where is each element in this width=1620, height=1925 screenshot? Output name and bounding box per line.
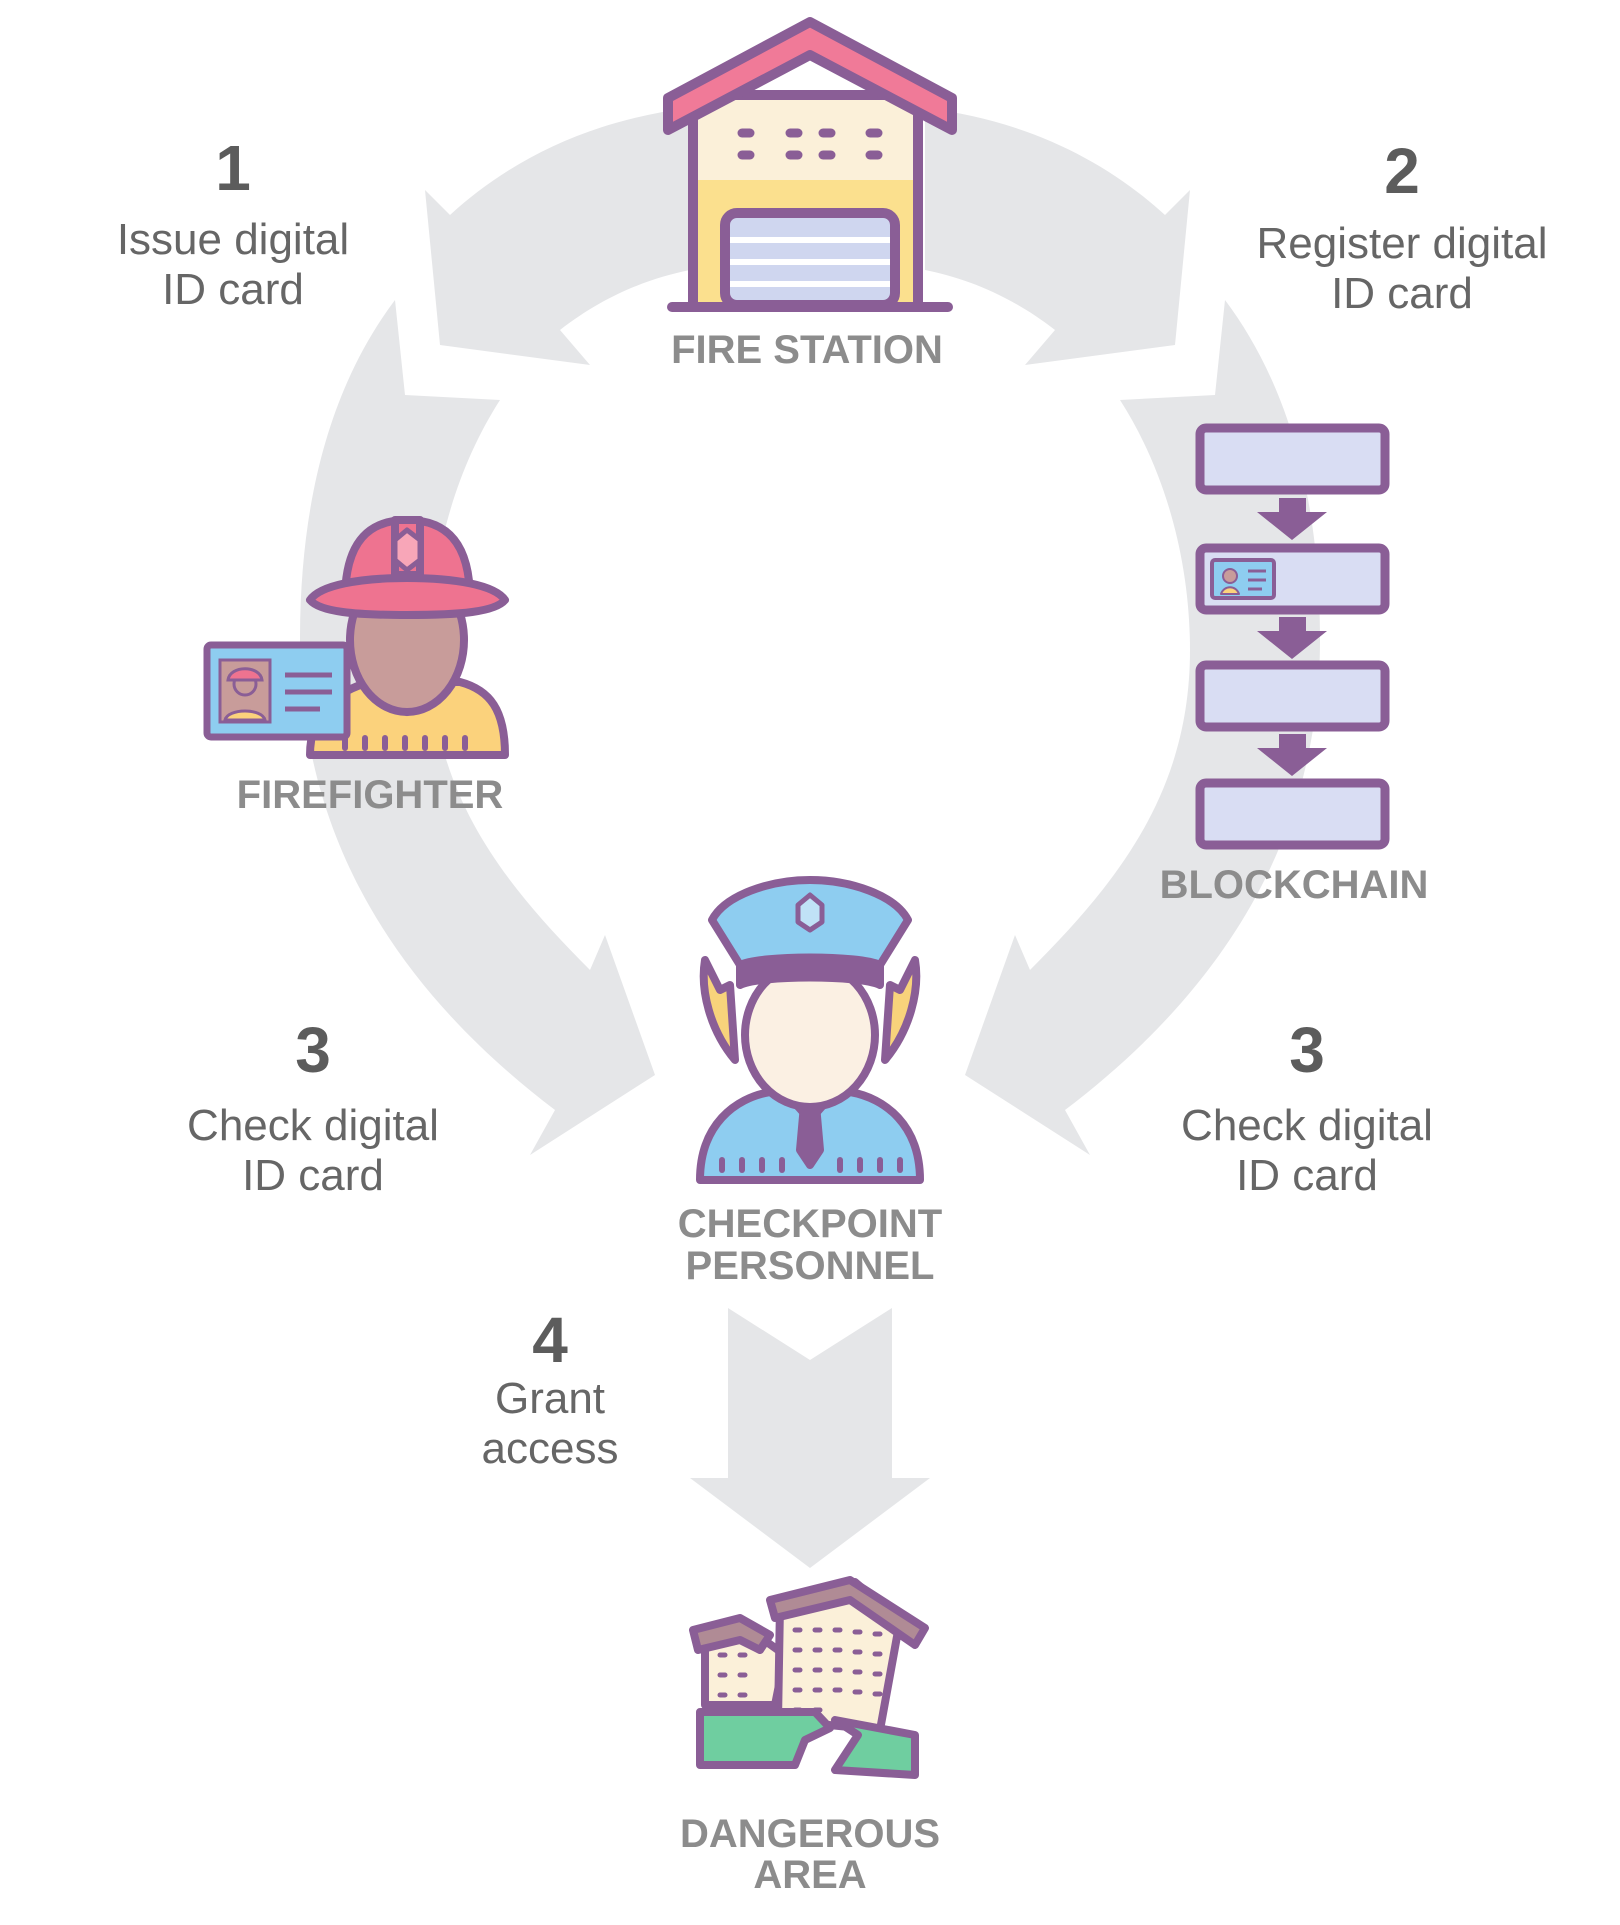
- step-3-right: 3 Check digital ID card: [1181, 1014, 1433, 1200]
- fire-station-icon: [663, 17, 957, 312]
- step-3-right-number: 3: [1289, 1014, 1325, 1086]
- step-4: 4 Grant access: [482, 1304, 619, 1473]
- fire-station-label: FIRE STATION: [671, 328, 943, 372]
- checkpoint-label-line1: CHECKPOINT: [678, 1202, 942, 1246]
- arrow-check-right: [965, 300, 1320, 1155]
- step-3-right-text-line1: Check digital: [1181, 1101, 1433, 1150]
- checkpoint-label-line2: PERSONNEL: [686, 1244, 935, 1288]
- step-3-left-number: 3: [295, 1014, 331, 1086]
- step-2-number: 2: [1384, 135, 1420, 207]
- step-3-left-text-line1: Check digital: [187, 1101, 439, 1150]
- arrow-check-left: [300, 300, 655, 1155]
- id-card-icon: [203, 641, 351, 741]
- step-2-text-line1: Register digital: [1256, 219, 1547, 268]
- step-4-text-line2: access: [482, 1424, 619, 1473]
- firefighter-label: FIREFIGHTER: [237, 773, 504, 817]
- step-1-text-line1: Issue digital: [117, 215, 349, 264]
- step-2: 2 Register digital ID card: [1256, 135, 1547, 318]
- step-4-text-line1: Grant: [495, 1374, 605, 1423]
- step-2-text-line2: ID card: [1331, 269, 1473, 318]
- dangerous-area-label-line1: DANGEROUS: [680, 1812, 940, 1856]
- step-1: 1 Issue digital ID card: [117, 132, 349, 314]
- collapsed-buildings-icon: [689, 1576, 929, 1779]
- step-3-left: 3 Check digital ID card: [187, 1014, 439, 1200]
- step-1-text-line2: ID card: [162, 265, 304, 314]
- blockchain-label: BLOCKCHAIN: [1160, 863, 1429, 907]
- arrow-issue: [425, 108, 690, 365]
- blockchain-icon: [1195, 423, 1390, 850]
- step-3-left-text-line2: ID card: [242, 1151, 384, 1200]
- police-officer-icon: [696, 876, 924, 1184]
- arrow-register: [925, 108, 1190, 365]
- arrow-grant: [690, 1308, 930, 1568]
- flow-arrows: [300, 108, 1320, 1568]
- dangerous-area-label-line2: AREA: [753, 1853, 866, 1897]
- step-1-number: 1: [215, 132, 251, 204]
- step-3-right-text-line2: ID card: [1236, 1151, 1378, 1200]
- step-4-number: 4: [532, 1304, 568, 1376]
